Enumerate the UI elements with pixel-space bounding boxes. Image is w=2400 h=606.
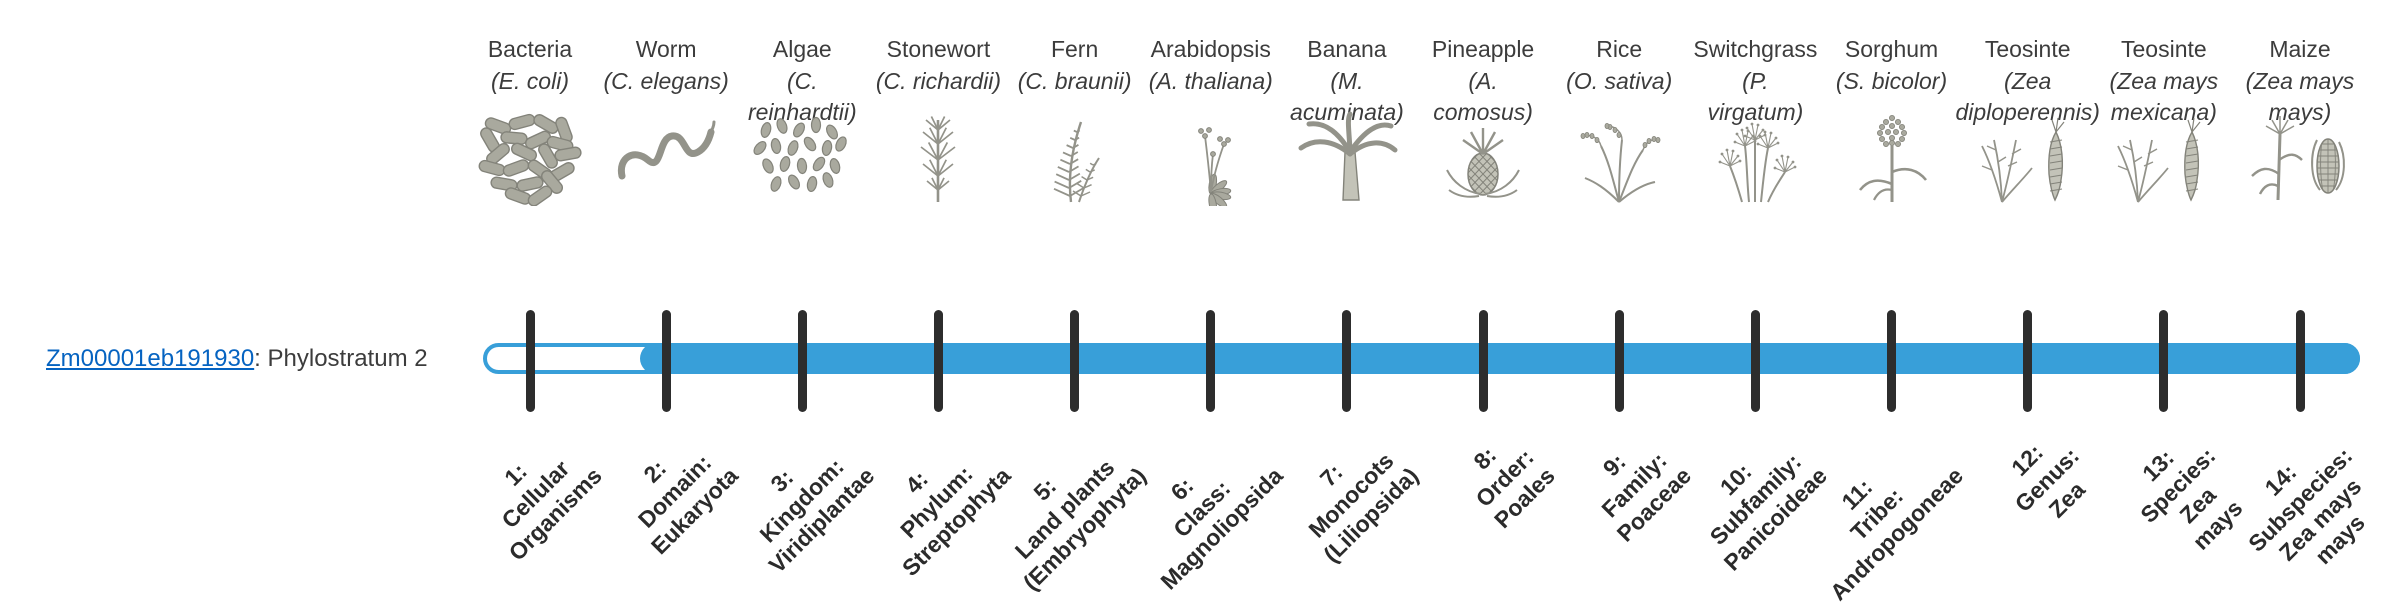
gene-label: Zm00001eb191930: Phylostratum 2 [46, 345, 428, 373]
organism-scientific-name: (P. virgatum) [1707, 68, 1804, 125]
stratum-label-text: 3: Kingdom: Viridiplantae [754, 453, 879, 579]
timeline-bar-fill [640, 343, 2360, 374]
timeline-tick [2023, 310, 2033, 412]
organism-name: Worm [635, 36, 697, 62]
organism-scientific-name: (C. reinhardtii) [747, 68, 857, 125]
timeline-tick [1614, 310, 1624, 412]
stratum-label-text: 1: Cellular Organisms [496, 455, 607, 566]
timeline-tick [1206, 310, 1216, 412]
timeline-bar-outline [483, 343, 2360, 374]
timeline-tick [797, 310, 807, 412]
stratum-label-text: 14: Subspecies: Zea mays mays [2242, 442, 2370, 570]
maize-icon [2240, 110, 2360, 206]
stonewort-icon [878, 110, 998, 206]
organism-name: Maize [2269, 36, 2331, 62]
timeline-tick [661, 310, 671, 412]
sorghum-icon [1832, 110, 1952, 206]
stratum-label-text: 2: Domain: Eukaryota [632, 449, 743, 560]
stratum-label-text: 7: Monocots (Liliopsida) [1303, 447, 1424, 568]
organism-name: Algae [772, 36, 832, 62]
organism-name: Teosinte [1984, 36, 2071, 62]
stratum-label-text: 4: Phylum: Streptophyta [894, 460, 1016, 581]
organism-name: Sorghum [1844, 36, 1939, 62]
timeline-tick [933, 310, 943, 412]
organism-name: Bacteria [487, 36, 573, 62]
arabidopsis-icon [1151, 110, 1271, 206]
organism-scientific-name: (O. sativa) [1566, 68, 1673, 94]
pineapple-icon [1423, 110, 1543, 206]
bacteria-icon [470, 110, 590, 206]
organism-name: Arabidopsis [1150, 36, 1271, 62]
organism-scientific-name: (Zea diploperennis) [1955, 68, 2100, 125]
organism-scientific-name: (E. coli) [491, 68, 569, 94]
organism-scientific-name: (C. richardii) [875, 68, 1002, 94]
stratum-label-text: 6: Class: Magnoliopsida [1155, 462, 1288, 595]
banana-icon [1287, 110, 1407, 206]
teosinte-icon [1968, 110, 2088, 206]
organism-name: Banana [1307, 36, 1387, 62]
timeline-tick [1070, 310, 1080, 412]
stratum-label-text: 9: Family: Poaceae [1596, 447, 1696, 547]
organism-name: Teosinte [2121, 36, 2207, 62]
timeline-tick [525, 310, 535, 412]
organism-name: Fern [1050, 36, 1099, 62]
organism-name: Pineapple [1431, 36, 1535, 62]
teosinte-icon [2104, 110, 2224, 206]
fern-icon [1015, 110, 1135, 206]
timeline-tick [1750, 310, 1760, 412]
organism-name: Rice [1596, 36, 1643, 62]
organism-scientific-name: (Zea mays mexicana) [2109, 68, 2219, 125]
organism-name: Switchgrass [1693, 36, 1818, 62]
stratum-label-text: 5: Land plants (Embryophyta) [1010, 454, 1152, 596]
stratum-label-text: 13: Species: Zea mays [2135, 442, 2248, 555]
organism-name: Stonewort [886, 36, 991, 62]
organism-scientific-name: (Zea mays mays) [2245, 68, 2355, 125]
organism-scientific-name: (C. braunii) [1017, 68, 1132, 94]
timeline-tick [1478, 310, 1488, 412]
timeline-tick [2295, 310, 2305, 412]
timeline-tick [1887, 310, 1897, 412]
timeline-tick [1342, 310, 1352, 412]
timeline-tick [2159, 310, 2169, 412]
worm-icon [606, 110, 726, 206]
organism-scientific-name: (A. comosus) [1433, 68, 1533, 125]
gene-id-link[interactable]: Zm00001eb191930 [46, 345, 255, 372]
organism-scientific-name: (C. elegans) [603, 68, 729, 94]
organism-scientific-name: (A. thaliana) [1148, 68, 1273, 94]
stratum-label-text: 8: Order: Poales [1468, 441, 1560, 534]
organism-scientific-name: (S. bicolor) [1835, 68, 1948, 94]
stratum-label-text: 11: Tribe: Andropogoneae [1825, 462, 1969, 606]
gene-phylostratum-text: : Phylostratum 2 [254, 345, 428, 372]
rice-icon [1559, 110, 1679, 206]
algae-icon [742, 110, 862, 206]
stratum-label-text: 12: Genus: Zea [2006, 438, 2091, 523]
switchgrass-icon [1695, 110, 1815, 206]
